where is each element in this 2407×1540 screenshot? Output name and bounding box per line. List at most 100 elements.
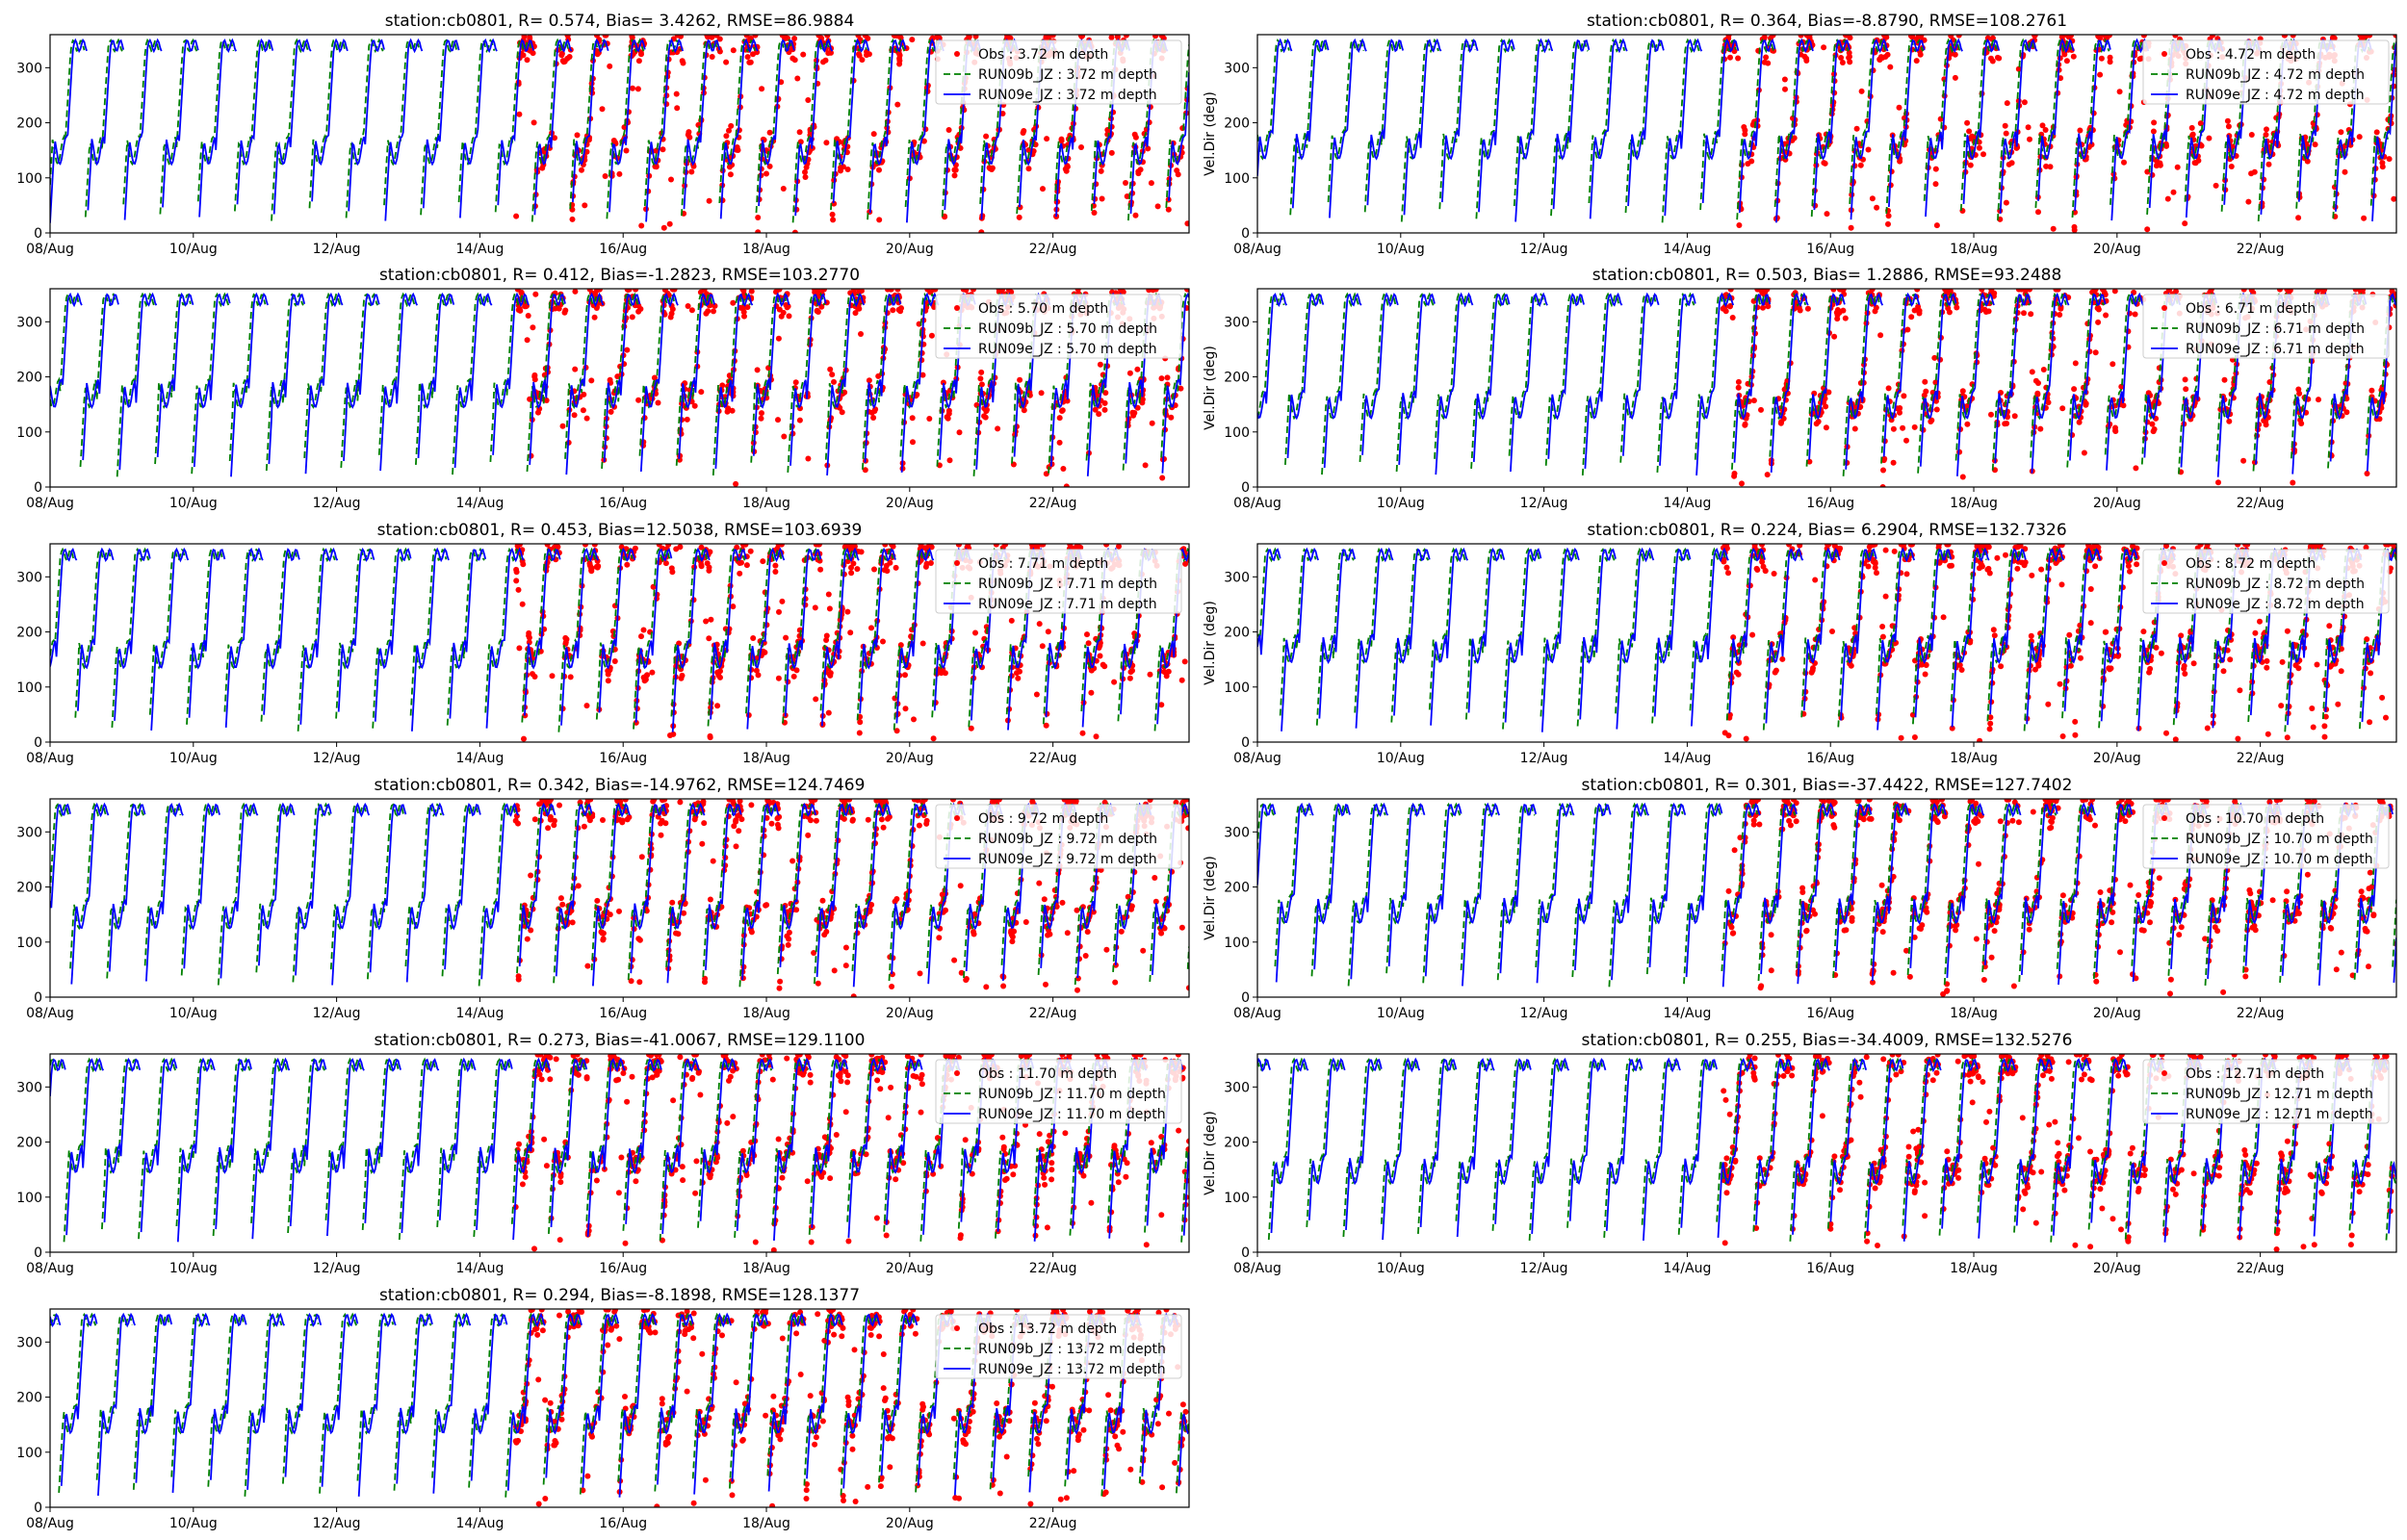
x-tick-label: 12/Aug [1520, 242, 1568, 257]
obs-point [2008, 160, 2015, 167]
obs-point [1959, 474, 1966, 480]
obs-point [513, 566, 520, 573]
obs-point [1897, 158, 1903, 165]
obs-point [2116, 89, 2123, 95]
obs-point [1091, 210, 1098, 216]
plot-series [50, 544, 1189, 742]
obs-point [1178, 677, 1185, 683]
obs-point [2248, 132, 2255, 138]
x-tick-label: 16/Aug [1806, 242, 1854, 257]
obs-point [698, 562, 705, 568]
obs-point [2108, 665, 2114, 672]
obs-point [630, 85, 635, 91]
obs-point [2151, 426, 2158, 432]
obs-point [2035, 662, 2042, 669]
obs-point [2042, 127, 2049, 133]
obs-point [2362, 35, 2368, 40]
obs-point [852, 310, 859, 317]
x-tick-label: 14/Aug [455, 242, 504, 257]
obs-point [644, 672, 651, 679]
y-tick-label: 200 [16, 371, 42, 386]
obs-point [1812, 577, 1819, 583]
obs-point [786, 313, 792, 320]
obs-point [2190, 660, 2197, 667]
obs-point [754, 367, 761, 373]
obs-point [785, 941, 791, 948]
obs-point [750, 635, 757, 641]
obs-point [1765, 303, 1772, 310]
obs-point [582, 202, 588, 209]
obs-point [871, 566, 877, 573]
obs-point [775, 335, 782, 342]
obs-point [968, 725, 974, 732]
obs-point [743, 35, 750, 38]
obs-point [2245, 198, 2252, 205]
obs-point [865, 35, 871, 41]
x-tick-label: 22/Aug [1029, 242, 1077, 257]
obs-point [2304, 158, 2311, 165]
obs-point [983, 624, 990, 630]
y-tick-label: 0 [34, 226, 42, 242]
obs-point [526, 634, 532, 641]
obs-point [1079, 730, 1086, 736]
obs-point [1967, 162, 1974, 168]
obs-point [2181, 665, 2187, 672]
obs-point [1085, 640, 1092, 647]
obs-point [1944, 544, 1951, 548]
obs-point [1879, 484, 1886, 487]
obs-point [1036, 621, 1043, 628]
obs-point [1923, 662, 1929, 668]
x-tick-label: 12/Aug [1520, 751, 1568, 766]
legend-entry-label: RUN09e_JZ : 4.72 m depth [2186, 88, 2365, 103]
obs-point [774, 545, 781, 552]
obs-point [676, 640, 683, 647]
obs-point [2021, 99, 2028, 106]
obs-point [817, 566, 824, 573]
obs-point [894, 101, 901, 108]
obs-point [1890, 425, 1897, 432]
obs-point [1118, 928, 1125, 935]
obs-point [600, 817, 606, 823]
obs-point [1772, 669, 1778, 676]
obs-point [764, 170, 769, 177]
obs-point [709, 54, 715, 60]
x-tick-label: 18/Aug [1950, 496, 1998, 511]
x-tick-label: 16/Aug [1806, 496, 1854, 511]
obs-point [600, 936, 607, 942]
obs-point [1147, 671, 1153, 678]
x-tick-label: 10/Aug [1377, 242, 1425, 257]
obs-point [2235, 735, 2241, 742]
obs-point [1918, 35, 1925, 38]
obs-point [2095, 319, 2102, 325]
obs-point [2002, 122, 2008, 129]
legend-entry-label: Obs : 6.71 m depth [2186, 301, 2316, 317]
obs-point [978, 381, 985, 388]
obs-point [1986, 570, 1993, 577]
legend-obs-marker [954, 305, 960, 311]
obs-point [951, 172, 958, 179]
obs-point [1842, 315, 1849, 321]
obs-point [2204, 544, 2211, 549]
obs-point [579, 167, 584, 173]
obs-point [1956, 662, 1963, 668]
obs-point [2019, 559, 2026, 566]
obs-point [847, 629, 854, 636]
obs-point [611, 603, 618, 609]
subplot-4: station:cb0801, R= 0.503, Bias= 1.2886, … [1203, 266, 2397, 511]
obs-point [2364, 471, 2370, 476]
obs-point [688, 307, 695, 314]
obs-point [893, 564, 899, 571]
obs-point [797, 139, 804, 145]
obs-point [2321, 677, 2328, 683]
obs-point [790, 673, 797, 680]
obs-point [2182, 220, 2188, 227]
obs-point [1838, 55, 1845, 61]
obs-point [1851, 425, 1858, 432]
obs-point [2321, 289, 2328, 293]
y-tick-label: 100 [16, 936, 42, 951]
obs-point [1830, 289, 1837, 293]
obs-point [1137, 167, 1144, 173]
obs-point [2043, 163, 2050, 169]
obs-point [2120, 402, 2127, 409]
